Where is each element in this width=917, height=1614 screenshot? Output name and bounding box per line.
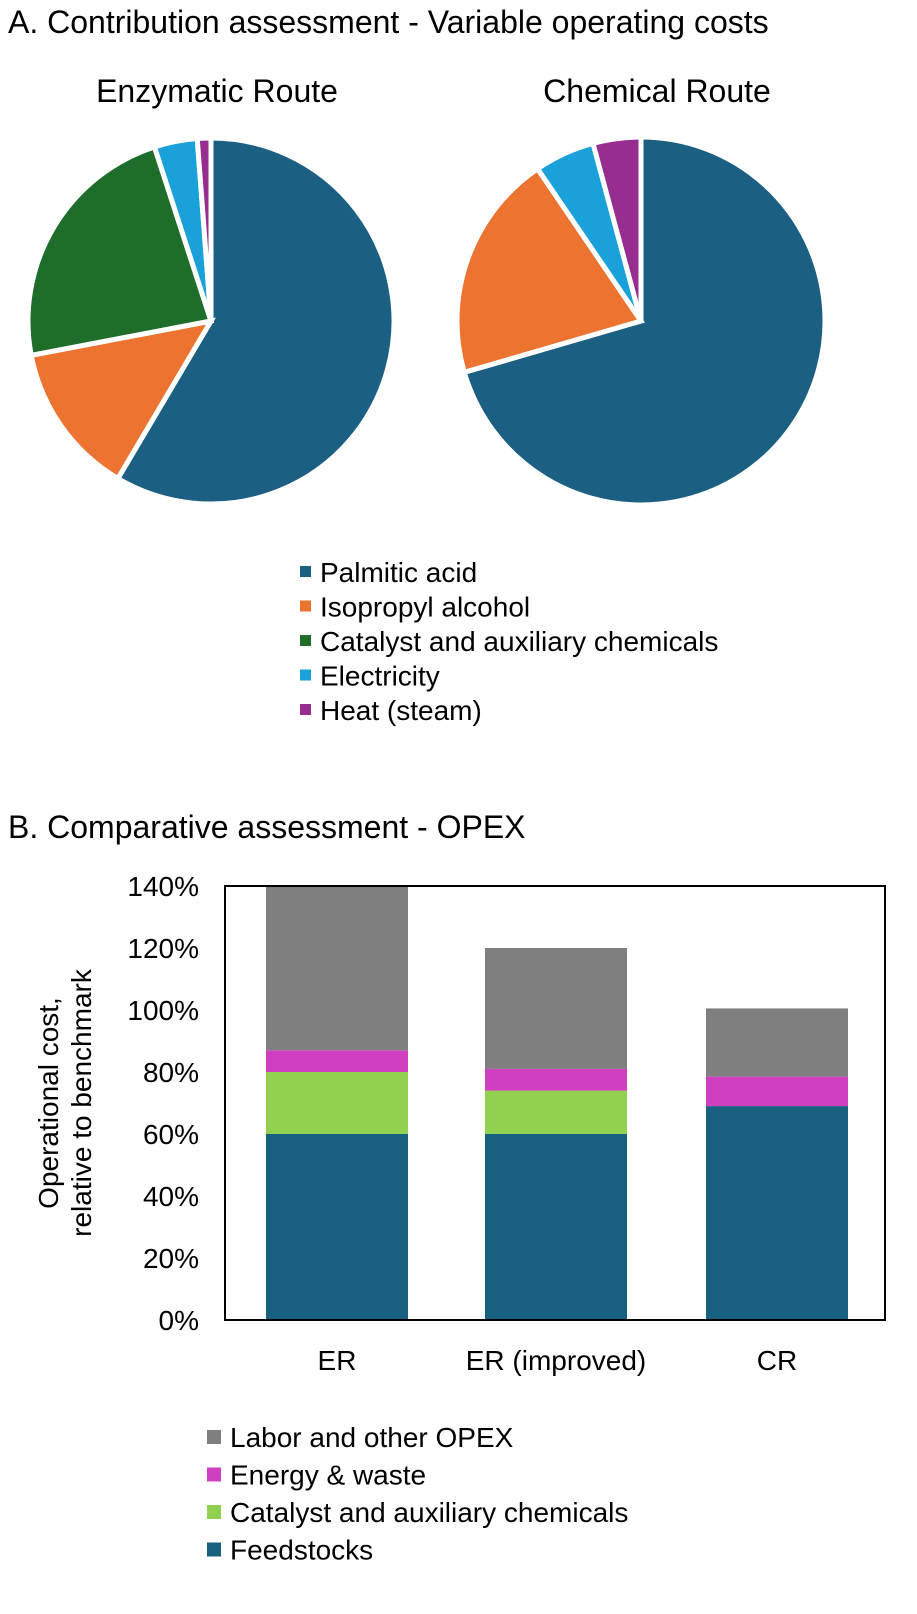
bar-er-improved-labor-and-other-opex — [485, 948, 627, 1069]
pie-legend-label-palmitic-acid: Palmitic acid — [320, 557, 477, 588]
pie-chemical-slice-palmitic-acid — [461, 134, 828, 508]
pie-legend-label-electricity: Electricity — [320, 661, 440, 692]
y-tick-label: 140% — [127, 871, 199, 902]
pie-legend-label-isopropyl-alcohol: Isopropyl alcohol — [320, 592, 530, 623]
pie-chemical-slice-heat-steam — [589, 134, 644, 322]
pie-enzymatic-slice-palmitic-acid — [114, 135, 397, 507]
pie-legend-swatch-heat-steam — [300, 704, 311, 715]
bar-er-feedstocks — [266, 1134, 408, 1320]
pie-legend-label-heat-steam: Heat (steam) — [320, 695, 482, 726]
bar-cr-labor-and-other-opex — [706, 1008, 848, 1077]
pie-legend-swatch-catalyst-and-auxiliary-chemicals — [300, 635, 311, 646]
bar-er-improved-catalyst-and-auxiliary-chemicals — [485, 1090, 627, 1134]
pie-legend-label-catalyst-and-auxiliary-chemicals: Catalyst and auxiliary chemicals — [320, 626, 718, 657]
x-tick-label-er-improved: ER (improved) — [466, 1345, 646, 1376]
y-tick-label: 0% — [159, 1305, 199, 1336]
y-tick-label: 80% — [143, 1057, 199, 1088]
bar-er-catalyst-and-auxiliary-chemicals — [266, 1072, 408, 1134]
y-tick-label: 60% — [143, 1119, 199, 1150]
y-tick-label: 20% — [143, 1243, 199, 1274]
bar-legend-swatch-feedstocks — [207, 1542, 221, 1557]
bar-er-improved-feedstocks — [485, 1134, 627, 1320]
bar-legend-swatch-labor-and-other-opex — [207, 1430, 221, 1444]
bar-legend-label-feedstocks: Feedstocks — [230, 1535, 373, 1566]
bar-chart-opex: 0% 20% 40% 60% 80% 100% 120% 140% ER ER (improved… — [33, 871, 886, 1376]
pie-title-enzymatic: Enzymatic Route — [96, 73, 338, 109]
bar-er-improved-energy-waste — [485, 1068, 627, 1091]
pie-chart-chemical: Chemical Route — [454, 73, 828, 508]
panel-b-title: B. Comparative assessment - OPEX — [8, 809, 526, 845]
bar-legend-label-labor-and-other-opex: Labor and other OPEX — [230, 1422, 514, 1453]
bar-er-labor-and-other-opex — [266, 886, 408, 1051]
bar-cr-energy-waste — [706, 1076, 848, 1107]
pie-legend-swatch-palmitic-acid — [300, 566, 311, 577]
pie-enzymatic-slice-isopropyl-alcohol — [28, 317, 216, 482]
pie-legend-swatch-electricity — [300, 669, 311, 681]
bar-legend-label-catalyst-and-auxiliary-chemicals: Catalyst and auxiliary chemicals — [230, 1497, 628, 1528]
pie-enzymatic-slice-heat-steam — [194, 135, 214, 322]
pie-chemical-slice-isopropyl-alcohol — [454, 165, 646, 376]
y-tick-label: 120% — [127, 933, 199, 964]
bar-legend-swatch-catalyst-and-auxiliary-chemicals — [207, 1505, 221, 1519]
bar-legend-swatch-energy-waste — [207, 1467, 221, 1482]
y-tick-label: 100% — [127, 995, 199, 1026]
bar-legend-label-energy-waste: Energy & waste — [230, 1460, 426, 1491]
pie-legend-swatch-isopropyl-alcohol — [300, 600, 311, 612]
pie-chart-enzymatic: Enzymatic Route — [25, 73, 397, 507]
y-tick-label: 40% — [143, 1181, 199, 1212]
bar-er-energy-waste — [266, 1050, 408, 1072]
bar-legend: Labor and other OPEX Energy & waste Cataly… — [207, 1422, 628, 1566]
plot-frame — [224, 885, 886, 1321]
pie-title-chemical: Chemical Route — [543, 73, 771, 109]
y-axis-label: Operational cost,relative to benchmark — [33, 968, 97, 1237]
x-tick-label-er: ER — [318, 1345, 357, 1376]
bar-cr-feedstocks — [706, 1106, 848, 1320]
pie-enzymatic-slice-catalyst-and-auxiliary-chemicals — [25, 143, 215, 359]
x-tick-label-cr: CR — [757, 1345, 797, 1376]
panel-a-title: A. Contribution assessment - Variable op… — [8, 4, 769, 40]
